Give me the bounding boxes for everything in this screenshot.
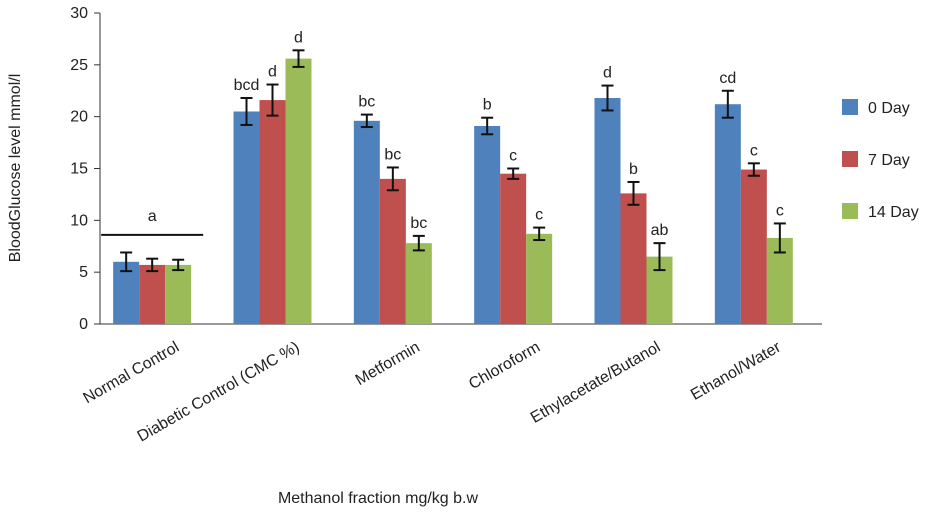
bar: [165, 264, 192, 324]
legend-label: 7 Day: [868, 152, 910, 169]
bar: [233, 111, 260, 324]
significance-label: c: [750, 142, 758, 159]
y-tick-label: 0: [79, 316, 88, 333]
significance-label: c: [535, 207, 543, 224]
bar: [259, 100, 286, 324]
bar: [740, 169, 767, 324]
y-tick-label: 5: [79, 264, 88, 281]
y-tick-label: 15: [70, 161, 88, 178]
legend-swatch: [842, 99, 858, 115]
y-axis-title: BloodGlucose level mmol/l: [7, 74, 24, 263]
y-tick-label: 25: [70, 57, 88, 74]
significance-label: bcd: [234, 77, 260, 94]
significance-label: c: [776, 202, 784, 219]
bar: [139, 264, 166, 324]
y-tick-label: 20: [70, 109, 88, 126]
significance-label: cd: [719, 70, 736, 87]
significance-label: ab: [651, 222, 669, 239]
legend-label: 14 Day: [868, 204, 919, 221]
category-label: Ethylacetate/Butanol: [528, 339, 664, 427]
legend-label: 0 Day: [868, 100, 910, 117]
category-label: Normal Control: [80, 339, 182, 408]
bar: [353, 120, 380, 325]
bar: [474, 125, 501, 324]
significance-label: bc: [358, 94, 375, 111]
y-tick-label: 10: [70, 212, 88, 229]
significance-label: b: [483, 97, 492, 114]
bar: [285, 58, 312, 324]
significance-label: d: [268, 64, 277, 81]
bar: [113, 261, 140, 324]
bar: [714, 104, 741, 324]
significance-label: d: [294, 29, 303, 46]
bar: [500, 173, 527, 324]
y-tick-label: 30: [70, 5, 88, 22]
significance-label: bc: [410, 215, 427, 232]
significance-label: b: [629, 161, 638, 178]
significance-label: bc: [384, 146, 401, 163]
category-label: Chloroform: [466, 339, 543, 393]
significance-label: d: [603, 65, 612, 82]
bar: [526, 233, 553, 324]
legend-swatch: [842, 151, 858, 167]
legend: 0 Day 7 Day 14 Day: [842, 99, 919, 221]
significance-label: c: [509, 148, 517, 165]
bar: [594, 98, 621, 324]
legend-swatch: [842, 203, 858, 219]
bar: [379, 178, 406, 324]
x-axis-title: Methanol fraction mg/kg b.w: [278, 490, 479, 507]
category-label: Ethanol/Water: [688, 338, 784, 403]
bar: [405, 243, 432, 324]
category-label: Metformin: [353, 339, 423, 389]
significance-label: a: [148, 208, 157, 225]
bar: [620, 193, 647, 324]
